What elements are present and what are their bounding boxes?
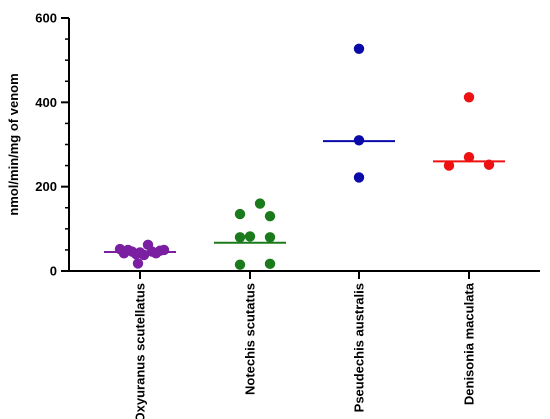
data-point bbox=[132, 258, 144, 269]
data-point bbox=[463, 92, 475, 103]
series-notechis-scutatus bbox=[214, 198, 286, 270]
series-denisonia-maculata bbox=[433, 92, 505, 171]
series-oxyuranus-scutellatus bbox=[104, 239, 176, 269]
y-tick-label: 400 bbox=[35, 95, 57, 110]
data-point bbox=[264, 232, 276, 243]
series-pseudechis-australis bbox=[323, 43, 395, 183]
data-point bbox=[264, 210, 276, 222]
y-tick-label: 600 bbox=[35, 11, 57, 26]
data-point bbox=[443, 160, 455, 171]
x-category-label: Notechis scutatus bbox=[243, 283, 258, 395]
data-point bbox=[234, 208, 246, 220]
data-point bbox=[353, 43, 365, 54]
x-category-label: Oxyuranus scutellatus bbox=[133, 283, 148, 419]
data-point bbox=[234, 232, 246, 243]
x-category-label: Pseudechis australis bbox=[352, 283, 367, 412]
data-point bbox=[254, 198, 266, 209]
data-point bbox=[234, 259, 246, 270]
y-tick-label: 200 bbox=[35, 179, 57, 194]
chart-marks bbox=[104, 43, 505, 270]
y-tick-label: 0 bbox=[50, 264, 57, 279]
x-category-label: Denisonia maculata bbox=[462, 282, 477, 405]
x-axis: Oxyuranus scutellatus Notechis scutatus Ps… bbox=[69, 270, 540, 419]
y-axis-title: nmol/min/mg of venom bbox=[6, 73, 21, 215]
data-point bbox=[264, 258, 276, 270]
data-point bbox=[244, 231, 256, 242]
data-point bbox=[158, 244, 170, 256]
data-point bbox=[463, 151, 475, 163]
y-axis: 0 200 400 600 bbox=[35, 11, 70, 279]
data-point bbox=[353, 172, 365, 183]
